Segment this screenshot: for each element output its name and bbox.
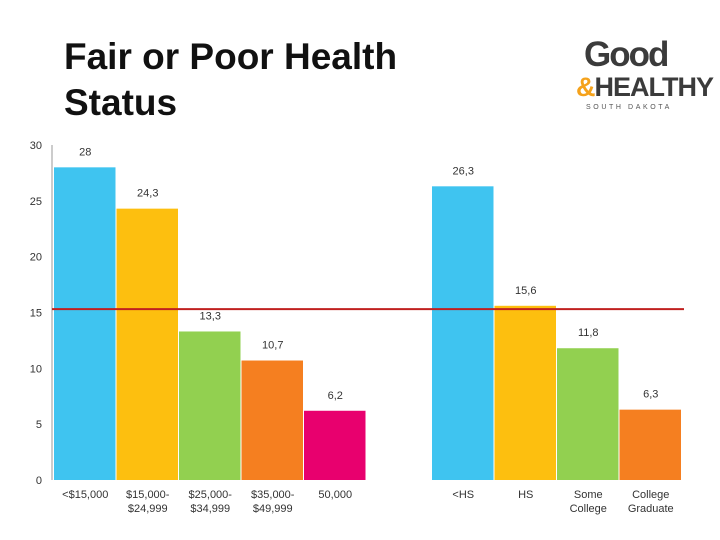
bar: [179, 331, 241, 480]
bar: [619, 409, 681, 480]
category-label-line: $35,000-: [251, 489, 295, 501]
data-label: 6,3: [643, 389, 658, 401]
bar: [54, 167, 116, 481]
category-label: College Graduate: [628, 489, 674, 515]
logo-healthy-text: HEALTHY: [594, 72, 714, 102]
y-tick-label: 10: [30, 363, 42, 375]
bar: [241, 360, 303, 480]
bar: [304, 410, 366, 480]
category-label-line: College: [632, 489, 669, 501]
category-label: $35,000- $49,999: [251, 489, 295, 515]
data-label: 24,3: [137, 188, 158, 200]
y-tick-label: 15: [30, 308, 42, 320]
data-label: 15,6: [515, 285, 536, 297]
y-tick-label: 20: [30, 252, 42, 264]
category-label: Some College: [570, 489, 607, 515]
category-label-line: Graduate: [628, 503, 674, 515]
data-labels: 28 24,3 13,3 10,7 6,2 26,3 15,6 11,8 6,3: [79, 146, 658, 401]
bar: [432, 186, 494, 481]
bar: [116, 208, 178, 480]
bar: [557, 348, 619, 480]
category-label-line: $24,999: [128, 503, 168, 515]
data-label: 26,3: [453, 165, 474, 177]
bars: [54, 167, 681, 481]
category-label-line: 50,000: [318, 489, 352, 501]
category-label-line: $34,999: [190, 503, 230, 515]
data-label: 13,3: [200, 310, 221, 322]
title-line-2: Status: [64, 82, 178, 123]
good-and-healthy-logo: Good &HEALTHY SOUTH DAKOTA: [570, 35, 714, 116]
category-labels: <$15,000 $15,000- $24,999 $25,000- $34,999 $3…: [62, 489, 674, 515]
title-line-1: Fair or Poor Health: [64, 36, 398, 77]
data-label: 11,8: [578, 327, 599, 339]
logo-subtitle: SOUTH DAKOTA: [586, 104, 672, 111]
y-tick-label: 25: [30, 196, 42, 208]
data-label: 28: [79, 146, 91, 158]
logo-ampersand: &: [576, 72, 595, 102]
category-label-line: College: [570, 503, 607, 515]
y-axis: 0 5 10 15 20 25 30: [30, 140, 53, 487]
category-label-line: HS: [518, 489, 533, 501]
bar: [494, 305, 556, 480]
category-label: <HS: [452, 489, 474, 501]
data-label: 6,2: [328, 390, 343, 402]
data-label: 10,7: [262, 340, 283, 352]
y-tick-label: 30: [30, 140, 42, 152]
category-label-line: $49,999: [253, 503, 293, 515]
y-tick-label: 0: [36, 475, 42, 487]
y-tick-label: 5: [36, 419, 42, 431]
page-title: Fair or Poor Health Status: [64, 34, 484, 126]
category-label-line: Some: [574, 489, 603, 501]
category-label: HS: [518, 489, 533, 501]
category-label-line: <HS: [452, 489, 474, 501]
category-label: <$15,000: [62, 489, 108, 501]
category-label: $15,000- $24,999: [126, 489, 170, 515]
logo-word-healthy: &HEALTHY: [576, 72, 714, 102]
category-label-line: $15,000-: [126, 489, 170, 501]
category-label-line: $25,000-: [189, 489, 233, 501]
category-label: 50,000: [318, 489, 352, 501]
category-label-line: <$15,000: [62, 489, 108, 501]
logo-word-good: Good: [584, 35, 669, 74]
category-label: $25,000- $34,999: [189, 489, 233, 515]
